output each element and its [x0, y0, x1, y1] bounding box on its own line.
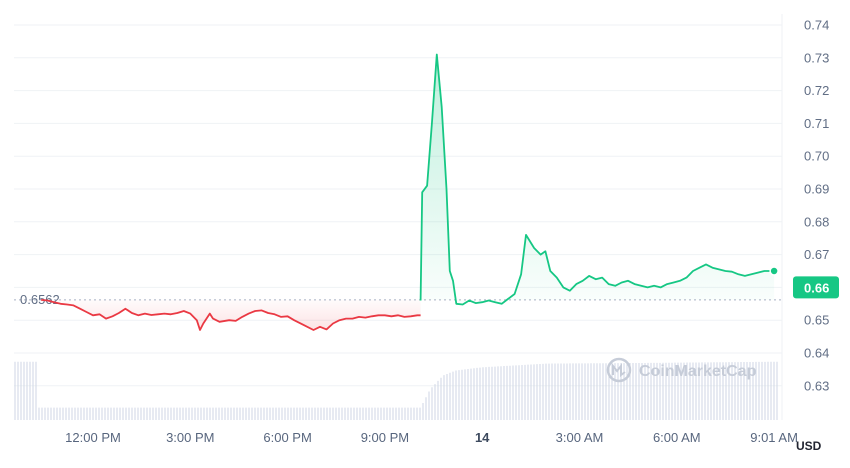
x-tick-label: 9:01 AM — [750, 430, 798, 445]
y-tick-label: 0.71 — [804, 116, 829, 131]
x-axis: 12:00 PM 3:00 PM 6:00 PM 9:00 PM 14 3:00 AM 6:… — [65, 430, 798, 445]
price-lines — [41, 53, 779, 331]
y-axis: 0.74 0.73 0.72 0.71 0.70 0.69 0.68 0.67 0.65 0.64… — [793, 18, 839, 393]
series-line — [419, 53, 775, 306]
x-tick-label: 3:00 PM — [166, 430, 214, 445]
baseline: 0.6562 — [14, 292, 782, 307]
y-tick-label: 0.69 — [804, 182, 829, 197]
y-tick-label: 0.64 — [804, 346, 829, 361]
volume-bars — [14, 361, 778, 420]
y-tick-label: 0.73 — [804, 50, 829, 65]
last-price-label: 0.66 — [804, 280, 829, 295]
x-tick-label: 12:00 PM — [65, 430, 121, 445]
y-tick-label: 0.68 — [804, 214, 829, 229]
last-price-badge — [793, 276, 839, 299]
y-tick-label: 0.67 — [804, 247, 829, 262]
y-tick-label: 0.72 — [804, 83, 829, 98]
watermark: CoinMarketCap — [606, 357, 757, 383]
x-tick-label: 9:00 PM — [361, 430, 409, 445]
y-tick-label: 0.63 — [804, 378, 829, 393]
baseline-label: 0.6562 — [20, 292, 60, 307]
series-area — [41, 299, 421, 330]
currency-label: USD — [796, 439, 822, 453]
series-area — [420, 54, 775, 305]
price-areas — [41, 54, 775, 330]
x-tick-label: 6:00 PM — [263, 430, 311, 445]
grid-lines — [14, 14, 783, 420]
series-line — [41, 299, 421, 331]
x-tick-label: 3:00 AM — [556, 430, 604, 445]
watermark-text: CoinMarketCap — [639, 363, 757, 380]
x-tick-label: 6:00 AM — [653, 430, 701, 445]
y-tick-label: 0.74 — [804, 18, 829, 33]
x-tick-label: 14 — [475, 430, 490, 445]
y-tick-label: 0.65 — [804, 313, 829, 328]
coinmarketcap-logo-icon — [606, 357, 632, 383]
last-price-dot — [769, 266, 779, 276]
y-tick-label: 0.70 — [804, 149, 829, 164]
